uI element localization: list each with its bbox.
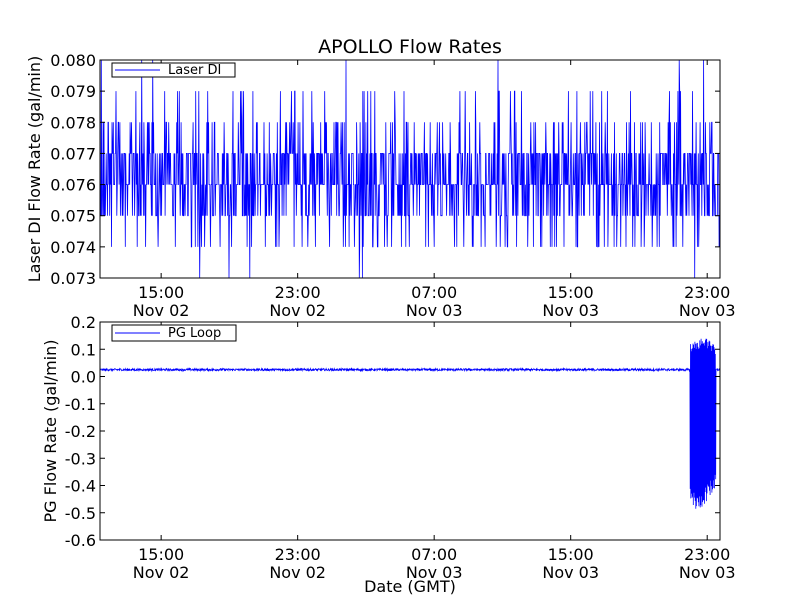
x-tick-label-date: Nov 03 (406, 301, 463, 320)
y-tick-label: -0.3 (65, 449, 96, 468)
y-tick-label: 0.076 (50, 176, 96, 195)
bottom-legend-label: PG Loop (168, 326, 221, 341)
x-tick-label-time: 15:00 (548, 545, 594, 564)
top-plot-frame (99, 59, 721, 279)
bottom-ticks: -0.6-0.5-0.4-0.3-0.2-0.10.00.10.215:00No… (65, 313, 736, 582)
pg-loop-series-line (100, 338, 720, 509)
top-plot-area (100, 60, 720, 278)
y-tick-label: -0.4 (65, 477, 96, 496)
bottom-legend-box (111, 324, 237, 342)
bottom-chart: -0.6-0.5-0.4-0.3-0.2-0.10.00.10.215:00No… (41, 313, 736, 596)
x-tick-label-time: 23:00 (684, 545, 730, 564)
x-tick-label-date: Nov 03 (679, 563, 736, 582)
y-tick-label: -0.6 (65, 531, 96, 550)
y-tick-label: 0.079 (50, 82, 96, 101)
bottom-plot-area (100, 338, 720, 509)
x-tick-label-date: Nov 02 (269, 563, 326, 582)
top-ticks: 0.073 0.074 0.075 0.076 0.077 0.078 0.079 0.080… (50, 51, 735, 320)
y-tick-label: 0.074 (50, 238, 96, 257)
top-legend-box (111, 62, 236, 78)
x-tick-label-time: 15:00 (138, 545, 184, 564)
y-tick-label: 0.1 (71, 340, 96, 359)
y-tick-label: 0.2 (71, 313, 96, 332)
y-tick-label: 0.073 (50, 269, 96, 288)
x-tick-label-date: Nov 03 (679, 301, 736, 320)
y-tick-label: 0.075 (50, 207, 96, 226)
x-tick-label-time: 23:00 (275, 283, 321, 302)
laser-di-series-line (100, 60, 720, 278)
bottom-plot-frame (99, 321, 721, 541)
x-tick-label-time: 15:00 (138, 283, 184, 302)
top-chart-title: APOLLO Flow Rates (318, 36, 502, 58)
y-tick-label: -0.2 (65, 422, 96, 441)
x-tick-label-time: 15:00 (548, 283, 594, 302)
x-tick-label-time: 23:00 (684, 283, 730, 302)
bottom-x-axis-label: Date (GMT) (364, 577, 456, 596)
y-tick-label: 0.0 (71, 368, 96, 387)
y-tick-label: -0.1 (65, 395, 96, 414)
x-tick-label-date: Nov 03 (406, 563, 463, 582)
x-tick-label-date: Nov 03 (542, 563, 599, 582)
top-legend-label: Laser DI (168, 63, 221, 78)
top-legend: Laser DI (111, 62, 236, 78)
y-tick-label: -0.5 (65, 504, 96, 523)
x-tick-label-time: 07:00 (411, 545, 457, 564)
y-tick-label: 0.077 (50, 144, 96, 163)
x-tick-label-date: Nov 02 (133, 301, 190, 320)
bottom-y-axis-label: PG Flow Rate (gal/min) (41, 340, 60, 523)
y-tick-label: 0.080 (50, 51, 96, 70)
x-tick-label-date: Nov 02 (133, 563, 190, 582)
x-tick-label-time: 23:00 (275, 545, 321, 564)
y-tick-label: 0.078 (50, 113, 96, 132)
bottom-legend: PG Loop (111, 324, 237, 342)
x-tick-label-date: Nov 03 (542, 301, 599, 320)
x-tick-label-date: Nov 02 (269, 301, 326, 320)
top-y-axis-label: Laser DI Flow Rate (gal/min) (25, 56, 44, 283)
x-tick-label-time: 07:00 (411, 283, 457, 302)
top-chart: APOLLO Flow Rates 0.0730.0740.0750.0760.… (25, 36, 736, 320)
